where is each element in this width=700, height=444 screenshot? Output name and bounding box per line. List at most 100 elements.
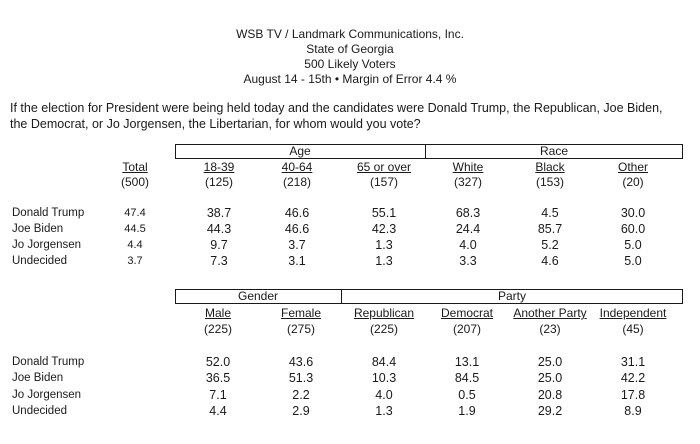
table-cell: 30.0 [620,206,646,220]
table-cell: 68.3 [455,206,481,220]
table-cell: 31.1 [620,355,646,369]
table-cell: 17.8 [620,388,646,402]
table-cell: 42.3 [371,222,397,236]
column-header-total: Total [122,160,148,174]
table-cell: 2.2 [292,388,310,402]
table-cell: 9.7 [210,238,228,252]
table-cell: 46.6 [284,222,310,236]
table-cell: 1.9 [458,404,476,418]
table-cell: 36.5 [205,371,231,385]
total-cell: 3.7 [127,255,143,267]
table-cell: 4.5 [541,206,559,220]
table1-group-header [175,144,683,159]
report-state: State of Georgia [306,42,394,56]
table-cell: 10.3 [371,371,397,385]
table-cell: 44.3 [206,222,232,236]
table-cell: 84.4 [371,355,397,369]
column-n: (327) [453,175,482,189]
table1-group-divider [425,144,426,159]
group-party: Party [497,289,526,303]
table-cell: 7.3 [210,254,228,268]
table-cell: 5.0 [624,238,642,252]
column-header: Other [617,160,648,174]
column-header: 18-39 [203,160,235,174]
table-cell: 2.9 [292,404,310,418]
row-label: Joe Biden [12,372,64,384]
column-header: Male [204,306,231,320]
report-sample: 500 Likely Voters [304,57,396,71]
group-race: Race [539,144,568,158]
column-header: White [452,160,484,174]
table-cell: 20.8 [537,388,563,402]
table-cell: 85.7 [537,222,563,236]
table-cell: 5.2 [541,238,559,252]
table-cell: 8.9 [624,404,642,418]
column-n-total: (500) [120,175,149,189]
table-cell: 52.0 [205,355,231,369]
table-cell: 1.3 [375,254,393,268]
table-cell: 1.3 [375,404,393,418]
table-cell: 5.0 [624,254,642,268]
group-gender: Gender [237,289,279,303]
row-label: Undecided [12,405,67,417]
total-cell: 4.4 [127,239,143,251]
column-n: (207) [452,322,481,336]
group-age: Age [289,144,311,158]
column-n: (225) [203,322,232,336]
table-cell: 3.1 [288,254,306,268]
table-cell: 25.0 [537,371,563,385]
column-header: Black [535,160,565,174]
column-header: Democrat [440,306,493,320]
table-cell: 60.0 [620,222,646,236]
row-label: Undecided [12,255,67,267]
column-n: (45) [622,322,644,336]
table-cell: 25.0 [537,355,563,369]
table-cell: 13.1 [454,355,480,369]
table-cell: 42.2 [620,371,646,385]
question-line-2: the Democrat, or Jo Jorgensen, the Liber… [10,117,421,131]
question-line-1: If the election for President were being… [10,101,663,115]
table-cell: 4.4 [209,404,227,418]
column-n: (125) [204,175,233,189]
table-cell: 7.1 [209,388,227,402]
column-n: (225) [369,322,398,336]
table-cell: 51.3 [288,371,314,385]
table-cell: 4.6 [541,254,559,268]
table-cell: 29.2 [537,404,563,418]
table-cell: 24.4 [455,222,481,236]
column-n: (153) [535,175,564,189]
column-n: (157) [369,175,398,189]
table-cell: 84.5 [454,371,480,385]
column-header: Independent [599,306,667,320]
row-label: Jo Jorgensen [12,239,82,251]
column-header: Female [280,306,321,320]
total-cell: 47.4 [124,207,146,219]
table-cell: 3.7 [288,238,306,252]
column-n: (23) [539,322,561,336]
row-label: Joe Biden [12,223,64,235]
table-cell: 55.1 [371,206,397,220]
column-n: (218) [282,175,311,189]
table-cell: 1.3 [375,238,393,252]
table-cell: 4.0 [375,388,393,402]
row-label: Donald Trump [12,207,85,219]
total-cell: 44.5 [124,223,146,235]
table-cell: 0.5 [458,388,476,402]
table2-group-header [175,289,683,304]
table-cell: 43.6 [288,355,314,369]
table-cell: 46.6 [284,206,310,220]
table-cell: 38.7 [206,206,232,220]
table-cell: 3.3 [459,254,477,268]
column-header: 40-64 [281,160,313,174]
report-title: WSB TV / Landmark Communications, Inc. [236,27,464,41]
row-label: Jo Jorgensen [12,389,82,401]
row-label: Donald Trump [12,356,85,368]
column-n: (275) [286,322,315,336]
table-cell: 4.0 [459,238,477,252]
column-header: 65 or over [356,160,412,174]
report-dates: August 14 - 15th • Margin of Error 4.4 % [243,72,457,86]
table2-group-divider [341,289,342,304]
column-header: Republican [353,306,415,320]
column-header: Another Party [513,306,587,320]
column-n: (20) [622,175,644,189]
